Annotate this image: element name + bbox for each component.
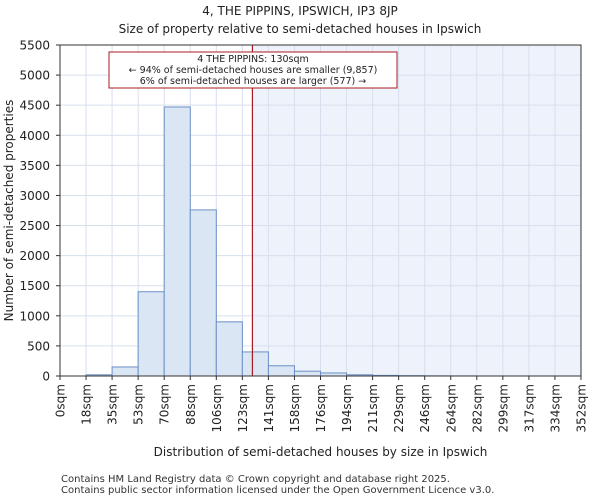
x-tick-label: 35sqm (106, 384, 120, 425)
y-tick-label: 5000 (19, 69, 50, 83)
histogram-bar (163, 106, 191, 377)
x-tick-label: 70sqm (158, 384, 172, 425)
histogram-chart: 0 500 1000 1500 2000 2500 3000 3500 4000 4500 5000… (2, 39, 589, 460)
y-tick-label: 2500 (19, 219, 50, 233)
x-tick-label: 229sqm (392, 384, 406, 432)
y-tick-label: 0 (42, 370, 50, 384)
y-tick-label: 4000 (19, 129, 50, 143)
x-tick-label: 264sqm (444, 384, 458, 432)
x-tick-label: 246sqm (418, 384, 432, 432)
annotation-text: 4 THE PIPPINS: 130sqm (197, 54, 309, 65)
x-tick-label: 0sqm (54, 384, 68, 417)
y-tick-label: 3500 (19, 159, 50, 173)
x-tick-label: 194sqm (340, 384, 354, 432)
histogram-bar (267, 365, 295, 377)
y-axis-label: Number of semi-detached properties (2, 100, 16, 322)
annotation-text: ← 94% of semi-detached houses are smalle… (129, 65, 378, 76)
y-tick-label: 1000 (19, 309, 50, 323)
x-tick-label: 317sqm (522, 384, 536, 432)
annotation-box (108, 51, 398, 89)
x-tick-label: 211sqm (366, 384, 380, 432)
histogram-bar (111, 366, 139, 377)
x-tick-label: 123sqm (236, 384, 250, 432)
x-tick-label: 141sqm (262, 384, 276, 432)
annotation-text: 6% of semi-detached houses are larger (5… (140, 76, 367, 87)
x-tick-label: 282sqm (470, 384, 484, 432)
x-tick-label: 106sqm (210, 384, 224, 432)
x-tick-label: 352sqm (575, 384, 589, 432)
x-tick-label: 158sqm (288, 384, 302, 432)
x-tick-label: 53sqm (132, 384, 146, 425)
y-tick-label: 2000 (19, 249, 50, 263)
y-tick-label: 5500 (19, 39, 50, 53)
x-tick-label: 299sqm (496, 384, 510, 432)
y-tick-label: 1500 (19, 279, 50, 293)
y-tick-label: 500 (27, 339, 50, 353)
histogram-bar (241, 351, 269, 377)
histogram-bar (215, 321, 243, 377)
x-axis-label: Distribution of semi-detached houses by … (154, 445, 488, 459)
x-tick-label: 176sqm (314, 384, 328, 432)
x-tick-label: 18sqm (80, 384, 94, 425)
histogram-bar (189, 209, 217, 377)
footer-line-2: Contains public sector information licen… (61, 485, 495, 496)
x-tick-label: 88sqm (184, 384, 198, 425)
chart-subtitle: Size of property relative to semi-detach… (118, 22, 482, 36)
histogram-bar (293, 370, 322, 377)
y-tick-label: 4500 (19, 99, 50, 113)
y-tick-label: 3000 (19, 189, 50, 203)
larger-region-shade (252, 45, 581, 376)
histogram-bar (137, 291, 165, 377)
chart-title: 4, THE PIPPINS, IPSWICH, IP3 8JP (202, 4, 398, 18)
x-tick-label: 334sqm (548, 384, 562, 432)
footer-line-1: Contains HM Land Registry data © Crown c… (61, 474, 450, 485)
